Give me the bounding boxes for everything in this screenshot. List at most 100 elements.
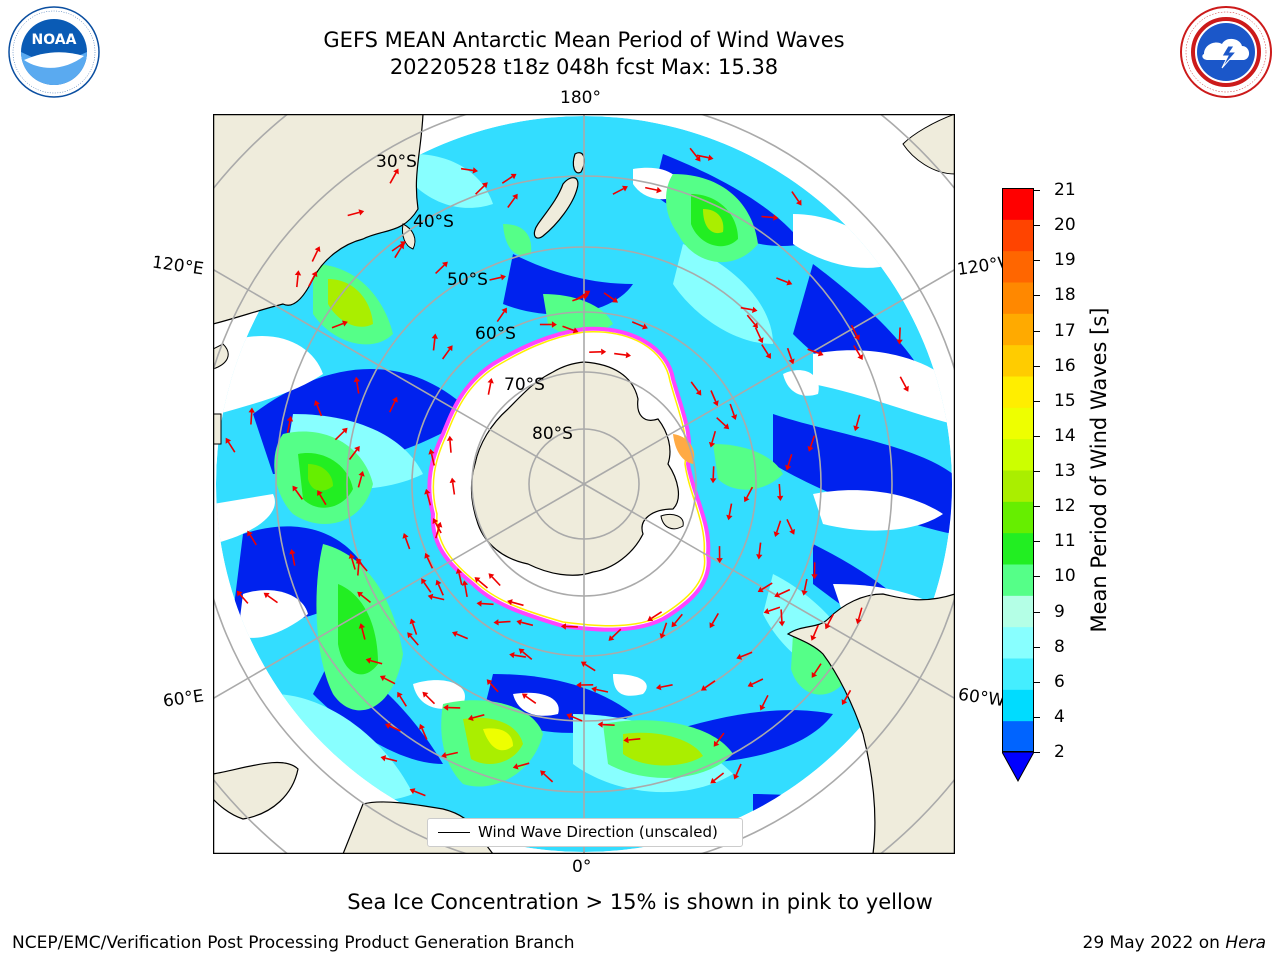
wave-direction-arrow <box>522 651 533 661</box>
wave-direction-arrow <box>696 154 709 159</box>
wave-direction-arrow <box>728 503 733 516</box>
wave-direction-arrowhead <box>379 675 386 682</box>
colorbar-tick-label: 12 <box>1054 496 1076 517</box>
wave-direction-arrow <box>746 314 756 325</box>
wave-direction-arrow <box>357 475 363 488</box>
wave-direction-arrowhead <box>736 653 743 660</box>
wave-direction-arrowhead <box>247 530 253 537</box>
colorbar-tick-mark <box>1034 365 1040 367</box>
wave-direction-arrowhead <box>385 723 391 729</box>
wave-direction-arrowhead <box>785 464 792 471</box>
wave-direction-arrowhead <box>467 714 474 721</box>
wave-direction-arrow <box>596 688 609 693</box>
map-legend: Wind Wave Direction (unscaled) <box>427 818 743 847</box>
wave-direction-arrow <box>413 790 426 797</box>
wave-direction-arrowhead <box>424 552 431 559</box>
colorbar-under-extension <box>1002 751 1034 783</box>
footer-machine: Hera <box>1225 933 1266 953</box>
wave-direction-arrow <box>826 613 835 626</box>
wave-direction-arrow <box>754 327 762 339</box>
colorbar-tick-label: 4 <box>1054 706 1065 727</box>
wave-direction-arrow <box>740 651 753 658</box>
wave-direction-arrow <box>350 557 356 570</box>
wave-direction-arrowhead <box>576 681 582 689</box>
wave-direction-arrowhead <box>510 173 517 180</box>
wave-direction-arrow <box>628 738 641 741</box>
wave-direction-arrow <box>460 167 474 172</box>
wave-direction-arrow <box>812 624 819 637</box>
wave-direction-arrowhead <box>710 478 717 484</box>
wave-direction-arrowhead <box>786 279 793 286</box>
wave-direction-arrowhead <box>486 679 493 686</box>
lon-label-60e: 60°E <box>161 686 206 712</box>
colorbar-tick-label: 16 <box>1054 355 1076 376</box>
wave-direction-arrowhead <box>756 554 763 560</box>
wave-direction-arrowhead <box>512 763 519 770</box>
antarctica-land <box>470 361 680 576</box>
wave-direction-arrowhead <box>358 471 365 477</box>
wave-direction-arrowhead <box>516 619 522 626</box>
wave-direction-arrowhead <box>857 354 863 360</box>
map-subtitle: 20220528 t18z 048h fcst Max: 15.38 <box>389 55 779 79</box>
wave-direction-arrow <box>437 583 444 596</box>
wave-direction-arrowhead <box>365 657 372 664</box>
noaa-logo: NOAA <box>8 6 100 98</box>
wave-direction-arrow <box>898 327 901 340</box>
lat-label-50s: 50°S <box>447 270 488 290</box>
wave-direction-arrowhead <box>248 407 255 413</box>
wave-direction-arrowhead <box>487 378 494 384</box>
wave-direction-arrowhead <box>476 600 482 607</box>
wave-direction-arrowhead <box>314 246 321 253</box>
wave-direction-arrow <box>614 352 627 356</box>
wave-direction-arrow <box>780 609 783 622</box>
wave-direction-arrow <box>735 763 742 776</box>
wave-direction-arrowhead <box>311 271 318 278</box>
wave-direction-arrowhead <box>314 400 320 406</box>
wave-direction-arrow <box>361 627 366 640</box>
wave-direction-arrowhead <box>512 193 518 200</box>
wave-direction-arrowhead <box>572 327 579 334</box>
colorbar-segment <box>1002 501 1034 534</box>
colorbar-tick-label: 18 <box>1054 285 1076 306</box>
wave-direction-arrow <box>710 390 717 402</box>
wave-direction-arrowhead <box>446 435 454 441</box>
legend-label: Wind Wave Direction (unscaled) <box>478 823 718 841</box>
wave-direction-arrowhead <box>854 334 860 341</box>
wave-direction-arrow <box>434 522 442 534</box>
colorbar-tick-mark <box>1034 541 1040 543</box>
wave-direction-arrowhead <box>507 599 513 606</box>
wave-direction-arrow <box>791 191 800 202</box>
wave-direction-arrow <box>507 197 516 208</box>
colorbar-segment <box>1002 626 1034 659</box>
wave-direction-arrow <box>286 420 291 433</box>
wave-direction-arrowhead <box>659 633 666 639</box>
colorbar-frame <box>1002 188 1034 752</box>
wave-direction-arrowhead <box>597 721 603 728</box>
wave-direction-arrowhead <box>566 713 573 720</box>
wave-direction-arrow <box>451 482 456 495</box>
wave-direction-arrowhead <box>647 615 654 621</box>
wave-direction-arrow <box>768 606 781 612</box>
wave-direction-arrowhead <box>427 593 434 600</box>
wave-direction-arrowhead <box>398 243 404 250</box>
wave-direction-arrow <box>674 613 683 625</box>
wave-direction-arrowhead <box>354 446 360 452</box>
wave-direction-arrowhead <box>807 445 814 452</box>
wave-direction-arrow <box>603 292 615 301</box>
wave-direction-arrowhead <box>380 755 387 762</box>
wave-direction-arrowhead <box>776 495 784 501</box>
colorbar-tick-mark <box>1034 330 1040 332</box>
wave-direction-arrow <box>572 296 584 302</box>
wave-direction-arrow <box>740 306 753 311</box>
wave-direction-arrowhead <box>747 681 754 688</box>
wave-direction-arrow <box>857 607 863 620</box>
wave-direction-arrow <box>432 338 436 351</box>
wave-direction-arrow <box>787 454 793 467</box>
colorbar-tick-mark <box>1034 260 1040 262</box>
wave-direction-arrowhead <box>357 591 364 598</box>
wave-direction-arrow <box>430 453 436 466</box>
colorbar-tick-mark <box>1034 576 1040 578</box>
wave-direction-arrow <box>308 275 316 287</box>
colorbar-tick-mark <box>1034 646 1040 648</box>
colorbar-tick-label: 10 <box>1054 566 1076 587</box>
